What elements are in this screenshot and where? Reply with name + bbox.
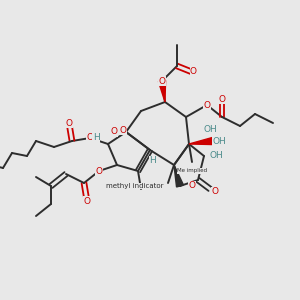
Text: O: O	[203, 100, 211, 109]
Text: O: O	[211, 188, 218, 196]
Text: OH: OH	[212, 136, 226, 146]
Text: O: O	[119, 126, 127, 135]
Text: O: O	[65, 118, 73, 127]
Text: methyl indicator: methyl indicator	[106, 183, 164, 189]
Text: H: H	[150, 156, 156, 165]
Polygon shape	[189, 137, 213, 145]
Text: OH: OH	[209, 152, 223, 160]
Polygon shape	[174, 165, 184, 187]
Text: O: O	[190, 68, 197, 76]
Text: O: O	[218, 94, 226, 103]
Text: O: O	[158, 76, 166, 85]
Text: O: O	[95, 167, 103, 176]
Text: H: H	[93, 134, 99, 142]
Text: O: O	[83, 196, 91, 206]
Text: OH: OH	[203, 124, 217, 134]
Text: O: O	[86, 134, 94, 142]
Text: O: O	[188, 182, 196, 190]
Text: O: O	[110, 128, 118, 136]
Text: Me implied: Me implied	[177, 169, 207, 173]
Polygon shape	[158, 80, 166, 102]
